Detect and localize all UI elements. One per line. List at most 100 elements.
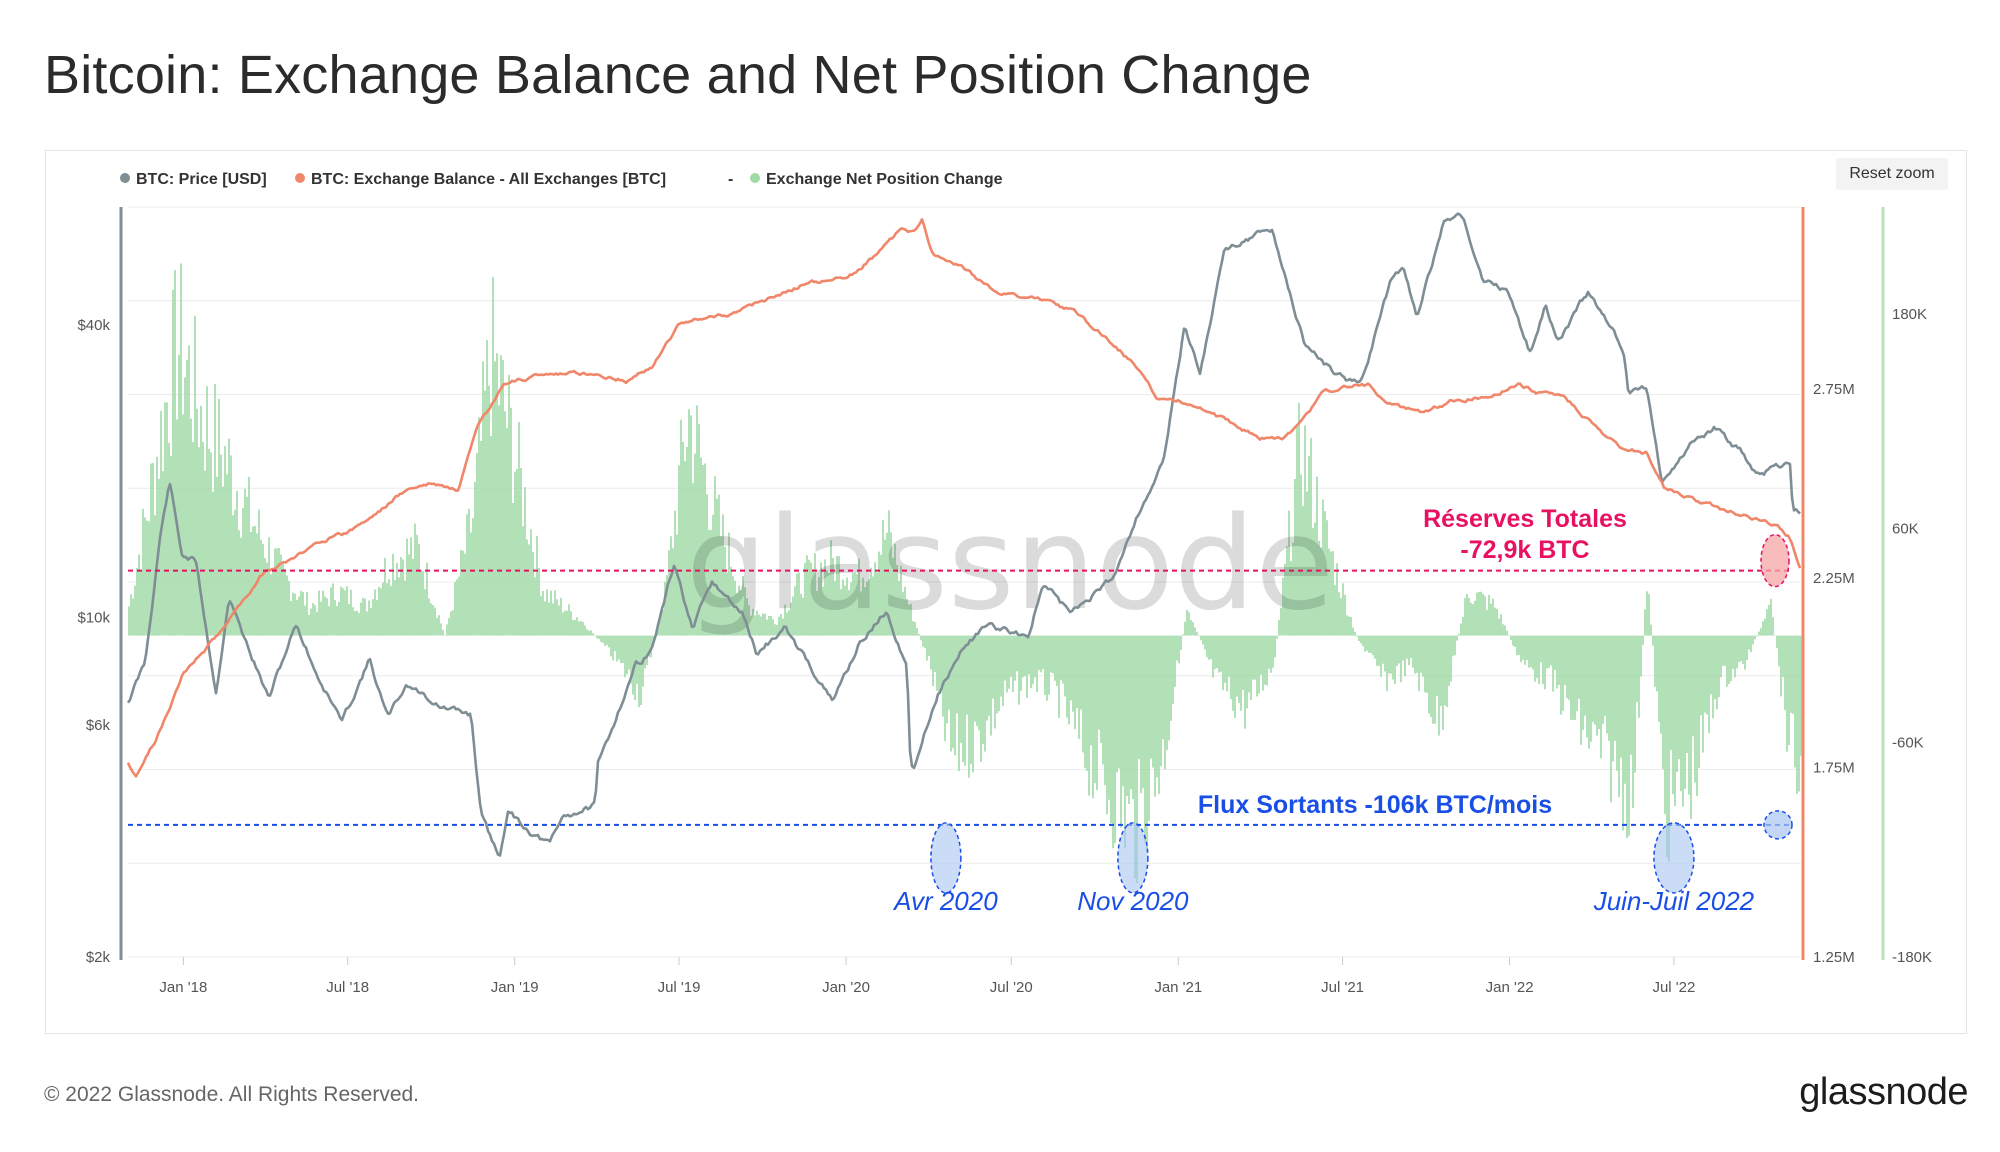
netflow-bar (382, 582, 384, 636)
netflow-bar (180, 263, 182, 636)
netflow-bar (1458, 633, 1460, 636)
netflow-bar (1768, 604, 1770, 636)
netflow-bar (526, 539, 528, 636)
netflow-bar (444, 635, 446, 636)
nov-2020-highlight (1117, 822, 1149, 894)
netflow-bar (924, 635, 926, 649)
netflow-bar (1376, 635, 1378, 666)
juin-juil-2022-label: Juin-Juil 2022 (1593, 886, 1755, 916)
netflow-bar (984, 635, 986, 752)
netflow-bar (362, 597, 364, 636)
netflow-bar (166, 402, 168, 636)
netflow-bar (660, 613, 662, 636)
netflow-bar (1230, 635, 1232, 699)
netflow-bar (1512, 635, 1514, 646)
netflow-bar (1714, 635, 1716, 700)
netflow-bar (594, 635, 596, 636)
netflow-bar (796, 573, 798, 636)
netflow-bar (1316, 476, 1318, 636)
netflow-bar (1238, 635, 1240, 703)
netflow-bar (1294, 479, 1296, 636)
netflow-bar (718, 494, 720, 636)
netflow-bar (888, 510, 890, 636)
netflow-bar (1300, 474, 1302, 636)
netflow-bar (1606, 635, 1608, 734)
netflow-bar (1390, 635, 1392, 674)
netflow-bar (1296, 425, 1298, 636)
netflow-bar (316, 611, 318, 636)
netflow-bar (218, 398, 220, 636)
netflow-bar (378, 586, 380, 636)
netflow-bar (896, 565, 898, 636)
netflow-bar (1526, 635, 1528, 661)
netflow-bar (1492, 598, 1494, 636)
netflow-bar (1734, 635, 1736, 678)
netflow-bar (648, 635, 650, 657)
netflow-bar (704, 463, 706, 636)
netflow-bar (1208, 635, 1210, 660)
netflow-bar (694, 453, 696, 636)
netflow-bar (582, 621, 584, 636)
netflow-bar (1452, 635, 1454, 657)
netflow-bar (686, 447, 688, 636)
netflow-bar (1674, 635, 1676, 807)
netflow-bar (974, 635, 976, 722)
netflow-bar (1354, 631, 1356, 636)
netflow-bar (254, 525, 256, 636)
netflow-bar (684, 461, 686, 636)
netflow-bar (1516, 635, 1518, 656)
netflow-bar (1056, 635, 1058, 687)
netflow-bar (716, 498, 718, 636)
netflow-bar (1586, 635, 1588, 738)
netflow-bar (198, 447, 200, 636)
balance-line (126, 218, 1802, 778)
netflow-bar (768, 615, 770, 636)
netflow-bar (558, 605, 560, 636)
netflow-bar (836, 556, 838, 636)
netflow-bar (376, 600, 378, 636)
netflow-bar (156, 456, 158, 636)
netflow-bar (1442, 635, 1444, 730)
netflow-bar (744, 587, 746, 636)
netflow-bar (162, 471, 164, 636)
netflow-bar (388, 579, 390, 636)
netflow-bar (1342, 583, 1344, 636)
netflow-bar (862, 577, 864, 636)
netflow-bar (1742, 635, 1744, 665)
netflow-bar (1330, 551, 1332, 636)
netflow-bar (1710, 635, 1712, 695)
netflow-bar (202, 441, 204, 636)
axes: $2k $6k $10k $40k 1.25M 1.75M 2.25M 2.75M -180K -… (77, 207, 1932, 996)
netflow-bar (756, 610, 758, 636)
netflow-bar (222, 486, 224, 636)
netflow-bar (1190, 620, 1192, 636)
netflow-bar (878, 551, 880, 636)
netflow-bar (640, 635, 642, 705)
netflow-bar (1616, 635, 1618, 771)
netflow-bar (632, 635, 634, 695)
netflow-bar (152, 463, 154, 636)
netflow-bar (1364, 635, 1366, 652)
netflow-bar (342, 588, 344, 636)
netflow-bar (840, 589, 842, 636)
netflow-bar (864, 587, 866, 636)
netflow-bar (1702, 635, 1704, 753)
netflow-bar (146, 520, 148, 636)
netflow-bar (1446, 635, 1448, 708)
netflow-bar (622, 635, 624, 663)
reset-zoom-button[interactable]: Reset zoom (1836, 158, 1948, 190)
netflow-bar (1124, 635, 1126, 848)
netflow-bar (1780, 635, 1782, 697)
netflow-bar (1392, 635, 1394, 680)
netflow-bar (542, 591, 544, 636)
netflow-bar (920, 635, 922, 641)
netflow-bar (996, 635, 998, 714)
latest-outflow-highlight (1763, 810, 1793, 840)
netflow-bar (1624, 635, 1626, 784)
netflow-bar (522, 526, 524, 636)
netflow-bar (1038, 635, 1040, 671)
netflow-bar (548, 602, 550, 636)
netflow-bar (258, 509, 260, 636)
netflow-bar (970, 635, 972, 765)
netflow-bar (1414, 635, 1416, 674)
